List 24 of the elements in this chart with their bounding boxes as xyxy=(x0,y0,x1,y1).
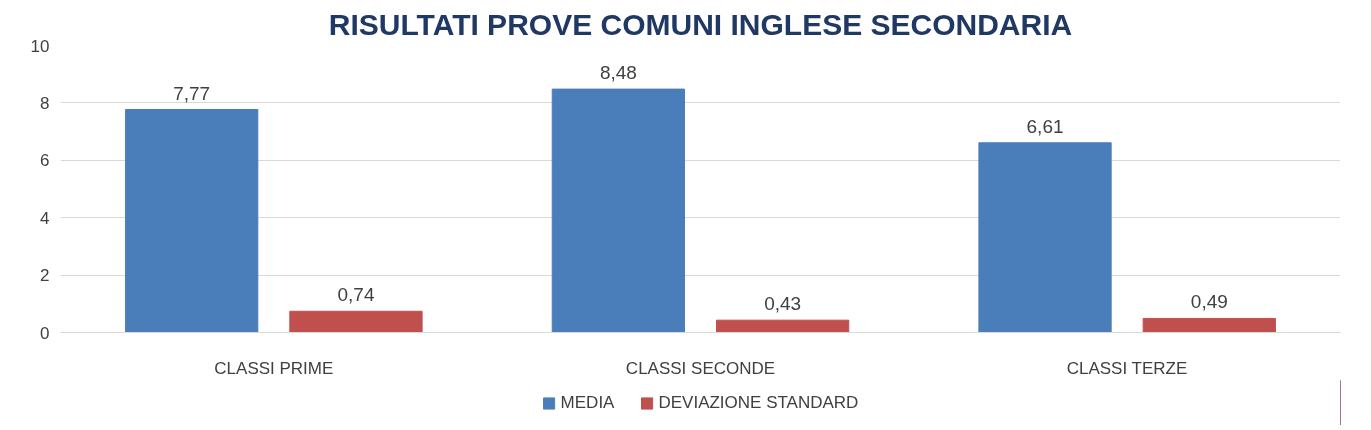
data-label: 8,48 xyxy=(599,62,637,84)
y-tick-label: 2 xyxy=(40,266,50,286)
data-label: 7,77 xyxy=(173,82,211,104)
y-tick-label: 4 xyxy=(40,208,50,228)
y-tick-label: 10 xyxy=(30,36,50,56)
x-tick-label: CLASSI TERZE xyxy=(1066,358,1188,378)
x-tick-label: CLASSI SECONDE xyxy=(625,358,776,378)
bar xyxy=(978,142,1112,333)
bar xyxy=(125,109,259,333)
x-tick-label: CLASSI PRIME xyxy=(214,358,334,378)
y-tick-label: 0 xyxy=(40,323,50,343)
data-label: 0,74 xyxy=(337,284,375,306)
data-label: 0,43 xyxy=(764,293,802,315)
legend-label: MEDIA xyxy=(560,392,615,413)
bar xyxy=(289,310,423,333)
chart-title: RISULTATI PROVE COMUNI INGLESE SECONDARIA xyxy=(328,7,1073,41)
y-tick-label: 8 xyxy=(40,93,50,113)
bar xyxy=(716,319,850,333)
data-label: 6,61 xyxy=(1026,115,1064,137)
data-label: 0,49 xyxy=(1190,291,1228,313)
bar xyxy=(1142,317,1276,333)
bar xyxy=(551,88,685,333)
y-tick-label: 6 xyxy=(40,151,50,171)
legend-label: DEVIAZIONE STANDARD xyxy=(658,392,859,413)
